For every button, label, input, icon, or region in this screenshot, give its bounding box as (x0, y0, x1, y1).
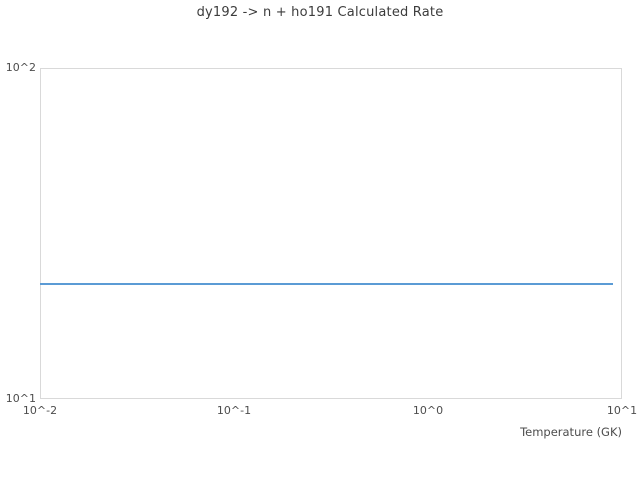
chart-title: dy192 -> n + ho191 Calculated Rate (196, 5, 444, 20)
x-tick-label-1: 10^0 (412, 404, 444, 417)
x-tick-label-0.1: 10^-1 (216, 404, 252, 417)
rate-line-series (40, 282, 614, 285)
x-tick-label-0.01: 10^-2 (22, 404, 58, 417)
y-tick-label-10: 10^1 (5, 392, 36, 405)
x-axis-label: Temperature (GK) (520, 425, 622, 439)
y-tick-label-100: 10^2 (5, 61, 36, 74)
plot-area (40, 68, 622, 399)
x-tick-label-10: 10^1 (606, 404, 638, 417)
